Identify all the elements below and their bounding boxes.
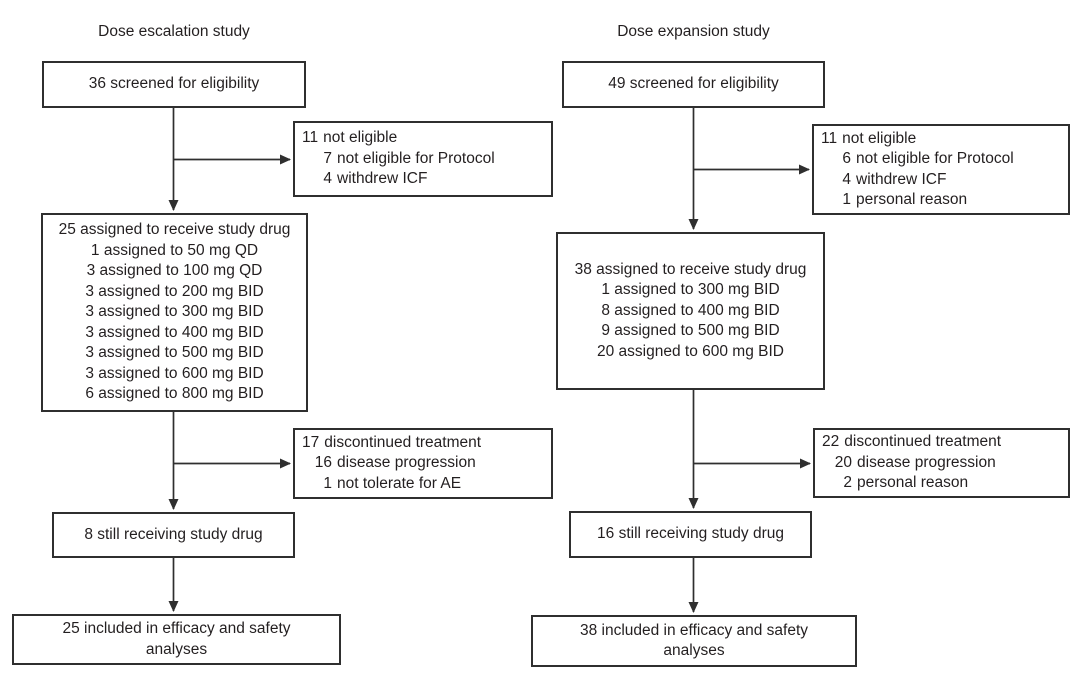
- box-line: 4 withdrew ICF: [821, 170, 1062, 191]
- label: not tolerate for AE: [337, 474, 462, 492]
- box-line: 2 personal reason: [822, 473, 1062, 494]
- label: personal reason: [857, 474, 969, 492]
- escalation-title: Dose escalation study: [98, 23, 250, 40]
- expansion-still-receiving-box: 16 still receiving study drug: [569, 511, 812, 558]
- label: disease progression: [857, 453, 996, 471]
- count: 2: [843, 474, 852, 492]
- count: 11: [302, 129, 319, 147]
- escalation-discontinued-box: 17 discontinued treatment 16 disease pro…: [293, 428, 553, 499]
- box-line: 3 assigned to 300 mg BID: [85, 303, 264, 321]
- escalation-assigned-box: 25 assigned to receive study drug 1 assi…: [41, 213, 308, 412]
- box-line: 25 assigned to receive study drug: [58, 221, 291, 239]
- box-line: 3 assigned to 400 mg BID: [85, 323, 264, 341]
- label: withdrew ICF: [856, 170, 947, 188]
- box-line: 38 assigned to receive study drug: [574, 260, 807, 278]
- label: withdrew ICF: [337, 170, 428, 188]
- count: 4: [842, 170, 851, 188]
- box-line: 1 not tolerate for AE: [302, 474, 545, 495]
- box-line: 11 not eligible: [302, 128, 545, 149]
- count: 22: [822, 433, 840, 451]
- expansion-title: Dose expansion study: [617, 23, 770, 40]
- box-line: 20 disease progression: [822, 453, 1062, 474]
- box-text: 36 screened for eligibility: [88, 75, 260, 93]
- box-line: 1 assigned to 300 mg BID: [601, 281, 780, 299]
- box-line: 3 assigned to 100 mg QD: [86, 262, 263, 280]
- box-line: 1 personal reason: [821, 190, 1062, 211]
- label: personal reason: [856, 191, 968, 208]
- box-line: 20 assigned to 600 mg BID: [597, 342, 784, 360]
- count: 6: [842, 150, 851, 167]
- label: disease progression: [337, 454, 476, 472]
- box-line: 3 assigned to 600 mg BID: [85, 364, 264, 382]
- box-line: 11 not eligible: [821, 129, 1062, 150]
- box-text: 49 screened for eligibility: [608, 75, 779, 93]
- box-line: 6 not eligible for Protocol: [821, 149, 1062, 170]
- expansion-analyses-box: 38 included in efficacy and safety analy…: [531, 615, 857, 667]
- box-line: 9 assigned to 500 mg BID: [601, 322, 780, 340]
- count: 4: [323, 170, 332, 188]
- box-line: 7 not eligible for Protocol: [302, 149, 545, 170]
- count: 16: [314, 454, 332, 472]
- box-line: 4 withdrew ICF: [302, 169, 545, 190]
- escalation-screened-box: 36 screened for eligibility: [42, 61, 306, 108]
- count: 1: [323, 474, 332, 492]
- escalation-not-eligible-box: 11 not eligible 7 not eligible for Proto…: [293, 121, 553, 197]
- box-text: 8 still receiving study drug: [84, 525, 263, 543]
- box-text: 25 included in efficacy and safety analy…: [62, 620, 291, 658]
- expansion-not-eligible-box: 11 not eligible 6 not eligible for Proto…: [812, 124, 1070, 215]
- box-line: 3 assigned to 200 mg BID: [85, 282, 264, 300]
- box-line: 17 discontinued treatment: [302, 433, 545, 454]
- box-text: 16 still receiving study drug: [597, 525, 784, 543]
- box-line: 8 assigned to 400 mg BID: [601, 301, 780, 319]
- expansion-assigned-box: 38 assigned to receive study drug 1 assi…: [556, 232, 825, 390]
- expansion-discontinued-box: 22 discontinued treatment 20 disease pro…: [813, 428, 1070, 498]
- count: 17: [302, 433, 320, 451]
- count: 1: [842, 191, 851, 208]
- escalation-still-receiving-box: 8 still receiving study drug: [52, 512, 295, 558]
- count: 20: [834, 453, 852, 471]
- label: not eligible for Protocol: [337, 149, 495, 167]
- box-line: 6 assigned to 800 mg BID: [85, 385, 264, 403]
- box-line: 1 assigned to 50 mg QD: [90, 241, 259, 259]
- expansion-screened-box: 49 screened for eligibility: [562, 61, 825, 108]
- escalation-analyses-box: 25 included in efficacy and safety analy…: [12, 614, 341, 665]
- label: discontinued treatment: [844, 433, 1002, 451]
- label: discontinued treatment: [324, 433, 482, 451]
- label: not eligible: [323, 129, 398, 147]
- label: not eligible: [842, 129, 917, 147]
- count: 7: [323, 149, 332, 167]
- count: 11: [821, 129, 838, 147]
- box-line: 16 disease progression: [302, 453, 545, 474]
- box-line: 3 assigned to 500 mg BID: [85, 344, 264, 362]
- box-line: 22 discontinued treatment: [822, 432, 1062, 453]
- box-text: 38 included in efficacy and safety analy…: [579, 621, 809, 660]
- label: not eligible for Protocol: [856, 150, 1014, 167]
